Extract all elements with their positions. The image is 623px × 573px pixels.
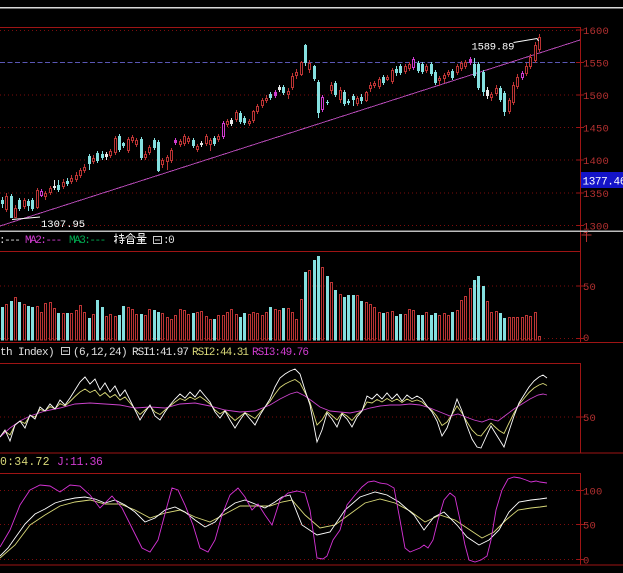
svg-text:1450: 1450 xyxy=(583,124,609,136)
svg-text:1550: 1550 xyxy=(583,59,609,71)
svg-text:1300: 1300 xyxy=(583,222,609,234)
svg-text:0: 0 xyxy=(583,556,590,568)
svg-text:1589.89: 1589.89 xyxy=(472,42,515,54)
svg-text:MA2:---: MA2:--- xyxy=(25,235,61,247)
svg-text:50: 50 xyxy=(583,413,596,425)
svg-text:RSI1:41.97: RSI1:41.97 xyxy=(132,347,188,359)
svg-text:RSI3:49.76: RSI3:49.76 xyxy=(252,347,308,359)
svg-text:MA3:---: MA3:--- xyxy=(69,235,105,247)
svg-text:(6,12,24): (6,12,24) xyxy=(73,347,127,359)
svg-text:100: 100 xyxy=(583,487,603,499)
svg-text:J:11.36: J:11.36 xyxy=(57,456,103,469)
svg-text:1377.46: 1377.46 xyxy=(583,177,623,189)
svg-text:1500: 1500 xyxy=(583,91,609,103)
svg-text:1400: 1400 xyxy=(583,156,609,168)
svg-text:1307.95: 1307.95 xyxy=(41,219,85,231)
svg-text:0: 0 xyxy=(583,333,590,345)
svg-text:0:34.72: 0:34.72 xyxy=(0,456,50,469)
svg-text::---: :--- xyxy=(0,235,19,247)
svg-text:50: 50 xyxy=(583,521,596,533)
svg-text:RSI2:44.31: RSI2:44.31 xyxy=(192,347,249,359)
svg-text:1600: 1600 xyxy=(583,26,609,38)
svg-text:50: 50 xyxy=(583,282,596,294)
svg-text::0: :0 xyxy=(163,235,174,247)
svg-text:1350: 1350 xyxy=(583,189,609,201)
svg-text:th Index): th Index) xyxy=(0,347,54,359)
